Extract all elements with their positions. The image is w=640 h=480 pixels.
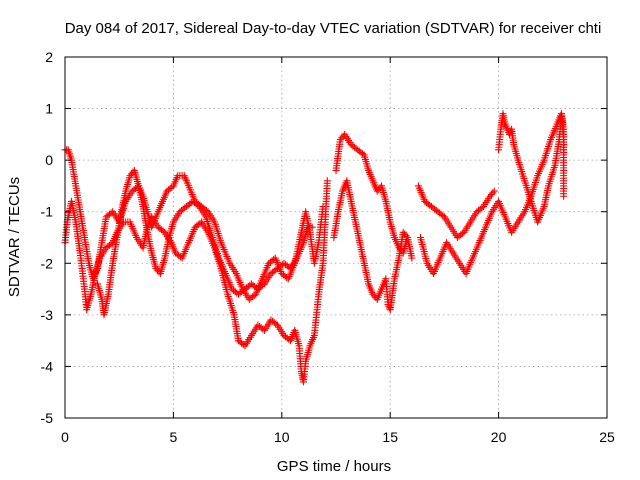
data-point-marker — [560, 192, 568, 200]
x-axis-label: GPS time / hours — [277, 458, 391, 475]
data-point-marker — [401, 230, 409, 238]
data-point-marker — [323, 177, 331, 185]
data-point-marker — [408, 254, 416, 262]
data-point-marker — [478, 204, 486, 212]
data-point-marker — [487, 191, 495, 199]
y-tick-label: 1 — [45, 101, 53, 117]
y-tick-label: -1 — [41, 204, 54, 220]
data-point-marker — [489, 189, 497, 197]
x-tick-label: 20 — [491, 429, 507, 445]
data-point-marker — [272, 320, 280, 328]
y-tick-label: -5 — [41, 410, 54, 426]
y-tick-label: -2 — [41, 255, 54, 271]
data-point-marker — [486, 192, 494, 200]
data-point-marker — [338, 134, 346, 142]
data-point-marker — [399, 228, 407, 236]
data-point-marker — [159, 227, 167, 235]
data-point-marker — [370, 292, 378, 300]
data-point-marker — [196, 219, 204, 227]
data-point-marker — [319, 203, 327, 211]
data-point-marker — [369, 290, 377, 298]
y-axis-label: SDTVAR / TECUs — [6, 177, 23, 297]
data-point-marker — [154, 266, 162, 274]
plot-frame — [64, 56, 608, 419]
data-point-marker — [490, 187, 498, 195]
y-tick-label: 0 — [45, 152, 53, 168]
data-point-marker — [107, 209, 115, 217]
data-point-marker — [152, 264, 160, 272]
data-point-marker — [259, 325, 267, 333]
y-tick-label: 2 — [45, 49, 53, 65]
data-point-marker — [375, 185, 383, 193]
chart-title: Day 084 of 2017, Sidereal Day-to-day VTE… — [65, 20, 602, 37]
y-tick-label: -3 — [41, 307, 54, 323]
data-point-marker — [336, 136, 344, 144]
data-point-marker — [182, 175, 190, 183]
data-point-marker — [373, 187, 381, 195]
data-point-marker — [439, 212, 447, 220]
x-tick-label: 5 — [170, 429, 178, 445]
data-point-marker — [127, 170, 135, 178]
data-point-marker — [181, 173, 189, 181]
x-tick-label: 15 — [382, 429, 398, 445]
x-tick-label: 25 — [599, 429, 615, 445]
data-point-marker — [180, 172, 188, 180]
data-point-marker — [385, 304, 393, 312]
data-markers — [61, 110, 568, 386]
data-point-marker — [458, 230, 466, 238]
x-tick-label: 0 — [61, 429, 69, 445]
data-point-marker — [402, 232, 410, 240]
x-tick-label: 10 — [274, 429, 290, 445]
data-point-marker — [126, 172, 134, 180]
data-point-marker — [239, 341, 247, 349]
data-point-marker — [202, 206, 210, 214]
y-tick-label: -4 — [41, 358, 54, 374]
